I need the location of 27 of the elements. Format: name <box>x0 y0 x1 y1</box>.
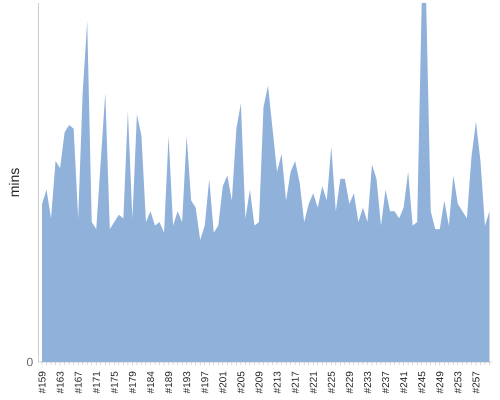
x-tick-label: #225 <box>328 372 335 394</box>
x-tick-label: #167 <box>74 372 82 394</box>
x-tick-label: #179 <box>128 372 136 394</box>
x-tick-label: #213 <box>274 372 281 394</box>
x-tick-label: #245 <box>418 372 426 394</box>
x-tick-label: #237 <box>382 372 390 394</box>
x-tick-label: #257 <box>472 372 480 394</box>
x-tick-label: #249 <box>436 372 444 394</box>
x-tick-label: #253 <box>454 372 462 394</box>
x-tick-label: #217 <box>292 372 299 394</box>
x-tick-label: #201 <box>219 372 226 394</box>
x-tick-label: #233 <box>364 372 371 394</box>
x-tick-label: #229 <box>346 372 353 394</box>
text: 0 <box>26 358 33 366</box>
x-tick-label: #241 <box>400 372 408 394</box>
x-tick-label: #175 <box>110 372 118 394</box>
x-tick-label: #221 <box>310 372 317 394</box>
x-tick-label: #205 <box>237 372 244 394</box>
x-tick-label: #193 <box>183 372 190 394</box>
x-tick-label: #171 <box>92 372 100 394</box>
x-tick-label: #184 <box>146 372 154 394</box>
x-tick-label: #163 <box>56 372 64 394</box>
x-tick-label: #209 <box>255 372 263 394</box>
x-tick-label: #159 <box>38 372 46 394</box>
x-tick-label: #189 <box>165 372 172 394</box>
y-axis-title: mins <box>8 168 20 196</box>
x-tick-label: #197 <box>201 372 208 394</box>
